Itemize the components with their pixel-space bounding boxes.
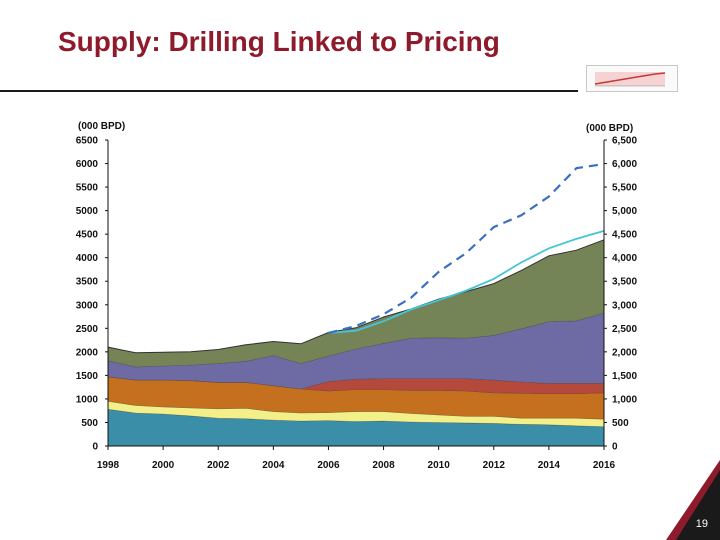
x-tick-label: 2010 (428, 460, 451, 471)
left-tick-label: 5500 (76, 183, 99, 194)
x-tick-label: 2000 (152, 460, 175, 471)
left-tick-label: 2500 (76, 324, 99, 335)
title-rule (0, 90, 578, 92)
right-tick-label: 2,500 (612, 324, 637, 335)
right-tick-label: 5,500 (612, 183, 637, 194)
slide-title: Supply: Drilling Linked to Pricing (58, 26, 500, 57)
x-tick-label: 2002 (207, 460, 230, 471)
left-tick-label: 4500 (76, 230, 99, 241)
left-tick-label: 5000 (76, 206, 99, 217)
mini-chart-thumbnail-icon (586, 65, 678, 92)
right-tick-label: 5,000 (612, 206, 637, 217)
right-tick-label: 1,500 (612, 371, 637, 382)
right-tick-label: 1,000 (612, 394, 637, 405)
left-tick-label: 6500 (76, 136, 99, 147)
page-number: 19 (695, 518, 708, 530)
right-tick-label: 6,500 (612, 136, 637, 147)
left-tick-label: 1000 (76, 394, 99, 405)
left-tick-label: 4000 (76, 253, 99, 264)
left-tick-label: 0 (92, 442, 98, 453)
overlay-line-2 (328, 162, 605, 335)
right-tick-label: 0 (612, 442, 618, 453)
x-tick-label: 2016 (593, 460, 616, 471)
x-tick-label: 2012 (483, 460, 506, 471)
left-axis-unit-label: (000 BPD) (78, 121, 125, 132)
right-tick-label: 500 (612, 418, 629, 429)
left-tick-label: 3500 (76, 277, 99, 288)
right-axis-unit-label: (000 BPD) (586, 123, 633, 134)
right-tick-label: 3,000 (612, 300, 637, 311)
x-tick-label: 2014 (538, 460, 561, 471)
right-tick-label: 4,500 (612, 230, 637, 241)
left-tick-label: 500 (81, 418, 98, 429)
slide-corner-bottom-right (666, 460, 720, 540)
right-tick-label: 6,000 (612, 159, 637, 170)
x-tick-label: 2008 (372, 460, 395, 471)
right-tick-label: 3,500 (612, 277, 637, 288)
x-tick-label: 2004 (262, 460, 285, 471)
x-tick-label: 1998 (97, 460, 120, 471)
x-tick-label: 2006 (317, 460, 340, 471)
right-tick-label: 2,000 (612, 347, 637, 358)
left-tick-label: 6000 (76, 159, 99, 170)
left-tick-label: 2000 (76, 347, 99, 358)
left-tick-label: 3000 (76, 300, 99, 311)
right-tick-label: 4,000 (612, 253, 637, 264)
overlay-line-1 (328, 230, 605, 334)
stack-top-outline (107, 239, 605, 354)
left-tick-label: 1500 (76, 371, 99, 382)
